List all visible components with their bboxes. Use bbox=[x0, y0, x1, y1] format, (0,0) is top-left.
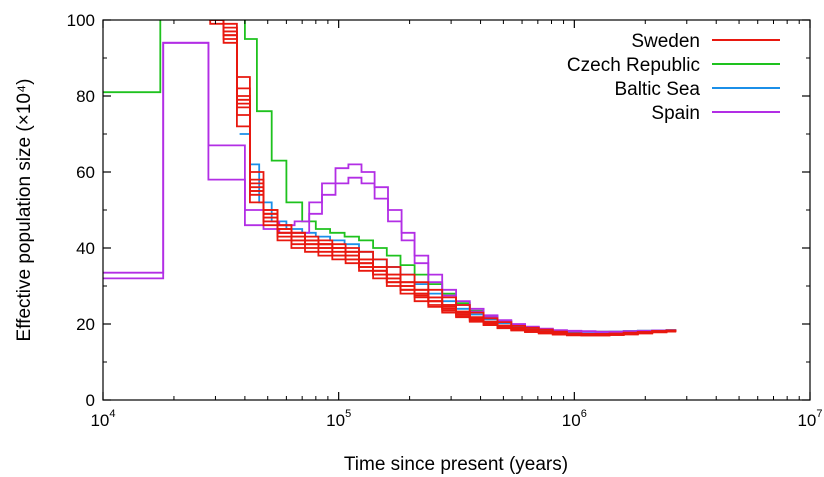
series-layer bbox=[103, 20, 677, 337]
legend-label: Czech Republic bbox=[567, 55, 700, 76]
y-axis-label: Effective population size (×10⁴) bbox=[14, 79, 35, 342]
x-tick-label: 106 bbox=[562, 408, 587, 430]
legend-label: Sweden bbox=[631, 31, 700, 52]
y-tick-label: 40 bbox=[76, 239, 95, 258]
x-tick-label: 104 bbox=[90, 408, 115, 430]
x-tick-label: 105 bbox=[326, 408, 351, 430]
legend-label: Baltic Sea bbox=[614, 79, 700, 100]
y-tick-label: 80 bbox=[76, 87, 95, 106]
legend: Sweden Czech Republic Baltic Sea Spain bbox=[567, 31, 780, 124]
y-tick-label: 20 bbox=[76, 315, 95, 334]
x-axis-label: Time since present (years) bbox=[344, 454, 568, 475]
x-tick-label: 107 bbox=[797, 408, 822, 430]
series-line-sweden-8 bbox=[209, 20, 677, 336]
y-tick-label: 100 bbox=[67, 11, 95, 30]
y-tick-label: 60 bbox=[76, 163, 95, 182]
legend-label: Spain bbox=[651, 103, 700, 124]
y-tick-label: 0 bbox=[86, 391, 95, 410]
tick-layer: 0 20 40 60 80 100 104 105 106 107 bbox=[67, 11, 823, 430]
